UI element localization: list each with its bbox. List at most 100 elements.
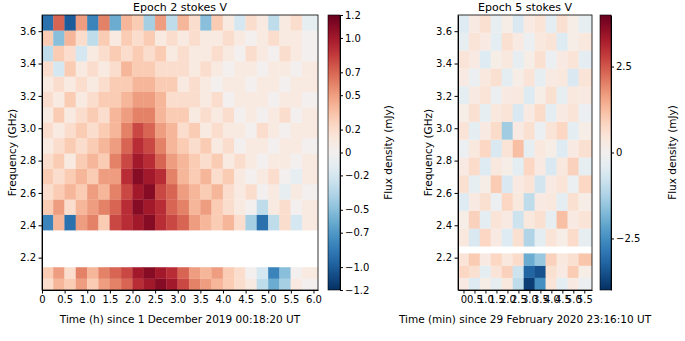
cell xyxy=(535,140,546,158)
cell xyxy=(546,254,557,266)
tick: 2.5 xyxy=(611,61,632,72)
cell xyxy=(223,279,234,290)
cell xyxy=(257,267,268,278)
cell xyxy=(568,15,579,33)
cell xyxy=(200,76,211,91)
tick-label: 2.6 xyxy=(436,188,452,199)
cell xyxy=(513,140,524,158)
cell xyxy=(502,193,513,211)
cell xyxy=(291,153,302,168)
cell xyxy=(234,76,245,91)
tick-mark xyxy=(87,290,88,294)
cell xyxy=(579,254,592,266)
cell xyxy=(212,15,223,30)
cell xyxy=(557,33,568,51)
tick-label: 1.0 xyxy=(80,294,96,305)
cell xyxy=(268,279,279,290)
cell xyxy=(155,215,166,230)
cell xyxy=(155,92,166,107)
cell xyxy=(579,266,592,278)
cell xyxy=(132,92,143,107)
cell xyxy=(189,15,200,30)
tick-mark xyxy=(42,290,43,294)
cell xyxy=(76,267,87,278)
cell xyxy=(502,211,513,229)
cell xyxy=(546,211,557,229)
cell xyxy=(132,61,143,76)
tick: −1.2 xyxy=(340,285,369,296)
cell xyxy=(65,46,76,61)
cell xyxy=(302,46,318,61)
cell xyxy=(579,193,592,211)
tick-label: 3.0 xyxy=(20,123,36,134)
cell xyxy=(280,215,291,230)
cell xyxy=(480,122,491,140)
cell xyxy=(155,184,166,199)
tick-mark xyxy=(485,290,486,294)
cell xyxy=(132,279,143,290)
cell xyxy=(223,61,234,76)
tick: 0.5 xyxy=(340,90,361,101)
cell xyxy=(110,15,121,30)
cell xyxy=(178,153,189,168)
cell xyxy=(99,184,110,199)
cell xyxy=(291,46,302,61)
cell xyxy=(557,51,568,69)
cell xyxy=(53,138,64,153)
cell xyxy=(257,123,268,138)
cell xyxy=(200,30,211,45)
cell xyxy=(579,33,592,51)
cell xyxy=(513,157,524,175)
tick: −0.5 xyxy=(340,204,369,215)
cell xyxy=(302,267,318,278)
tick: 0.2 xyxy=(340,124,361,135)
colorbar-title: Flux density (mJy) xyxy=(382,105,394,200)
cell xyxy=(480,68,491,86)
cell xyxy=(212,153,223,168)
cell xyxy=(234,30,245,45)
tick: −0.7 xyxy=(340,227,369,238)
figure-svg: 00.51.01.52.02.53.03.54.04.55.05.5 6.0 2.2… xyxy=(0,0,685,341)
tick: 2.6 xyxy=(436,188,458,199)
cell xyxy=(513,211,524,229)
cell xyxy=(513,193,524,211)
cell xyxy=(568,211,579,229)
cell xyxy=(469,211,480,229)
cell xyxy=(246,15,257,30)
cell xyxy=(513,254,524,266)
cell xyxy=(87,153,98,168)
x-axis: 00.51.01.52.02.53.03.54.04.55.05.5 xyxy=(459,290,593,305)
cell xyxy=(546,15,557,33)
cell xyxy=(212,30,223,45)
cell xyxy=(579,157,592,175)
cell xyxy=(291,267,302,278)
cell xyxy=(502,266,513,278)
cell xyxy=(166,46,177,61)
tick-mark xyxy=(340,267,343,268)
y-axis: 2.22.42.62.83.03.23.43.6 xyxy=(436,16,458,291)
cell xyxy=(99,107,110,122)
cell xyxy=(65,15,76,30)
cell xyxy=(132,30,143,45)
cell xyxy=(458,254,469,266)
tick-mark xyxy=(474,290,475,294)
cell xyxy=(121,15,132,30)
tick-label: 6.0 xyxy=(306,294,322,305)
cell xyxy=(568,51,579,69)
cell xyxy=(257,107,268,122)
cell xyxy=(234,107,245,122)
cell xyxy=(234,169,245,184)
cell xyxy=(557,229,568,247)
tick-label: −1.0 xyxy=(345,262,369,273)
cell xyxy=(65,279,76,290)
cell xyxy=(280,15,291,30)
tick-label: −2.5 xyxy=(616,233,640,244)
tick-mark xyxy=(455,225,459,226)
cell xyxy=(480,15,491,33)
cell xyxy=(178,92,189,107)
cells xyxy=(42,15,318,290)
cell xyxy=(87,267,98,278)
cell xyxy=(155,123,166,138)
cell xyxy=(535,157,546,175)
cell xyxy=(166,279,177,290)
